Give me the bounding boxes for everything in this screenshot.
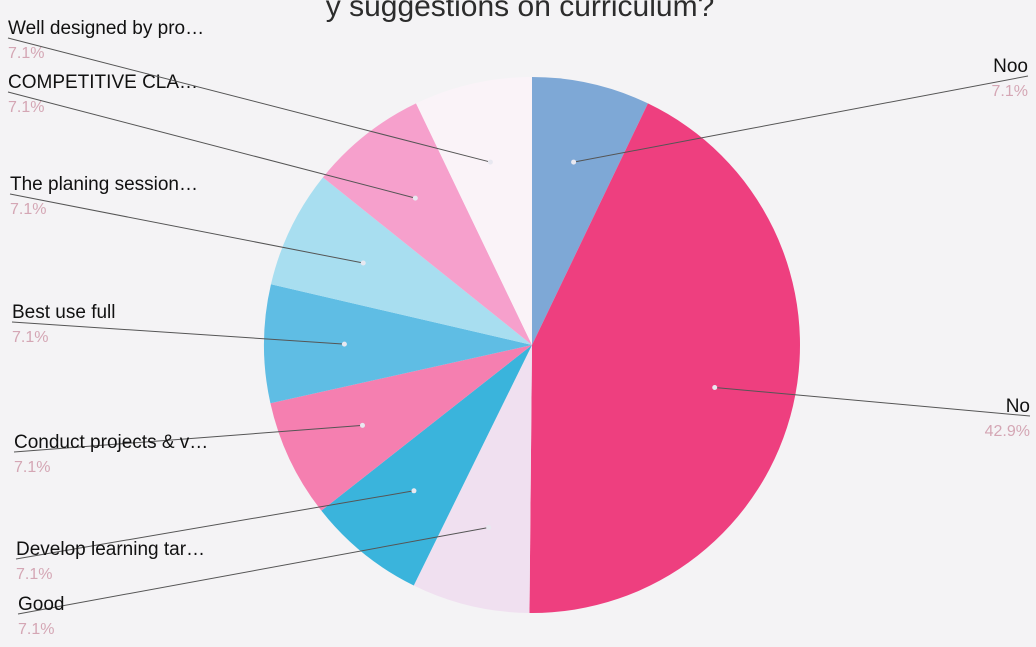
slice-label-conduct-projects-v: Conduct projects & v… xyxy=(14,432,208,453)
slice-label-no: No xyxy=(1006,396,1030,417)
slice-percent-no: 42.9% xyxy=(985,423,1030,440)
pie-slice-good xyxy=(413,345,532,613)
leader-line-the-planing-session xyxy=(9,193,364,264)
slice-percent-develop-learning-tar: 7.1% xyxy=(16,566,52,583)
leader-line-noo xyxy=(573,75,1029,163)
slice-label-competitive-cla: COMPETITIVE CLA… xyxy=(8,72,198,93)
leader-line-well-designed-by-pro xyxy=(7,37,491,163)
pie-slice-noo xyxy=(532,77,648,345)
slice-label-develop-learning-tar: Develop learning tar… xyxy=(16,539,205,560)
leader-dot-noo xyxy=(571,159,577,165)
slice-percent-the-planing-session: 7.1% xyxy=(10,201,46,218)
leader-dot-competitive-cla xyxy=(412,195,418,201)
slice-label-noo: Noo xyxy=(993,56,1028,77)
slice-percent-competitive-cla: 7.1% xyxy=(8,99,44,116)
slice-percent-noo: 7.1% xyxy=(992,83,1028,100)
slice-percent-good: 7.1% xyxy=(18,621,54,638)
slice-label-good: Good xyxy=(18,594,64,615)
leader-line-conduct-projects-v xyxy=(13,424,363,453)
leader-dot-no xyxy=(712,384,718,390)
slice-percent-well-designed-by-pro: 7.1% xyxy=(8,45,44,62)
pie-slice-well-designed-by-pro xyxy=(416,77,532,345)
leader-dot-well-designed-by-pro xyxy=(487,159,493,165)
pie-slice-best-use-full xyxy=(264,284,532,404)
leader-line-good xyxy=(17,527,489,615)
slice-label-well-designed-by-pro: Well designed by pro… xyxy=(8,18,204,39)
leader-dot-the-planing-session xyxy=(360,260,366,266)
leader-dot-develop-learning-tar xyxy=(411,488,417,494)
slice-labels: Noo 7.1% No 42.9% Good 7.1% Develop learning t… xyxy=(7,18,1031,638)
pie-slice-competitive-cla xyxy=(322,103,532,345)
leader-line-develop-learning-tar xyxy=(15,490,415,560)
slice-percent-conduct-projects-v: 7.1% xyxy=(14,459,50,476)
leader-dot-best-use-full xyxy=(341,341,347,347)
leader-line-no xyxy=(714,386,1031,417)
slice-label-best-use-full: Best use full xyxy=(12,302,116,323)
chart-title: y suggestions on curriculum? xyxy=(326,0,715,23)
leader-line-best-use-full xyxy=(11,321,345,345)
leader-dot-conduct-projects-v xyxy=(359,422,365,428)
pie-slices xyxy=(264,77,800,613)
slice-label-the-planing-session: The planing session… xyxy=(10,174,198,195)
slice-percent-best-use-full: 7.1% xyxy=(12,329,48,346)
pie-slice-develop-learning-tar xyxy=(321,345,532,586)
pie-slice-conduct-projects-v xyxy=(270,345,532,511)
pie-slice-no xyxy=(529,103,800,613)
leader-dot-good xyxy=(486,525,492,531)
pie-slice-the-planing-session xyxy=(270,177,532,345)
leader-line-competitive-cla xyxy=(7,91,416,199)
